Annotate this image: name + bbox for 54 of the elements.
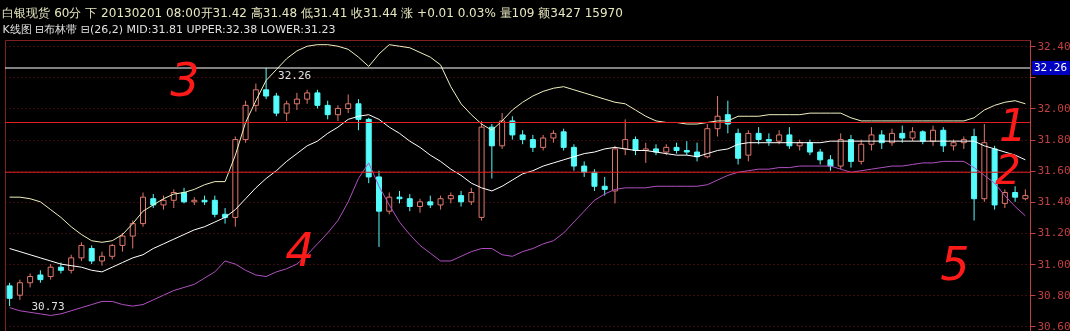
candlestick bbox=[88, 244, 95, 265]
candlestick bbox=[334, 104, 341, 122]
candlestick bbox=[129, 220, 136, 250]
chart-title: 白银现货 60分 下 20130201 08:00开31.42 高31.48 低31.41 收31.44 涨 +0.01 0.03% 量109 额3427 15970 bbox=[2, 6, 623, 20]
candlestick bbox=[488, 123, 495, 179]
candlestick bbox=[324, 100, 331, 120]
annotation: 30.73 bbox=[31, 300, 65, 313]
ref-line-label: 32.26 bbox=[1034, 61, 1068, 75]
candlestick bbox=[293, 92, 300, 111]
candlestick bbox=[345, 93, 352, 114]
annotation: 4 bbox=[285, 223, 315, 277]
candlestick bbox=[847, 134, 854, 169]
candlestick bbox=[622, 118, 629, 156]
candlestick bbox=[273, 92, 280, 117]
y-tick-label: 30.80 bbox=[1037, 288, 1070, 302]
candlestick bbox=[283, 100, 290, 122]
chart-subtitle: K线图 ⊟布林带 ⊟(26,2) MID:31.81 UPPER:32.38 LOWER:31.23 bbox=[2, 23, 336, 36]
candlestick bbox=[78, 241, 85, 262]
candlestick bbox=[417, 198, 424, 214]
candlestick bbox=[119, 232, 126, 253]
candlestick bbox=[930, 125, 937, 147]
candlestick bbox=[560, 128, 567, 151]
candlestick bbox=[211, 195, 218, 218]
candlestick bbox=[940, 126, 947, 153]
candlestick bbox=[570, 143, 577, 172]
candlestick bbox=[355, 98, 362, 131]
candlestick bbox=[263, 67, 270, 100]
annotation: 3 bbox=[170, 53, 200, 107]
candlestick bbox=[653, 143, 660, 156]
candlestick bbox=[27, 272, 34, 288]
annotation: 32.26 bbox=[278, 69, 312, 83]
annotation: 5 bbox=[940, 237, 970, 291]
candlestick bbox=[878, 129, 885, 150]
candlestick bbox=[314, 89, 321, 109]
candlestick bbox=[16, 279, 23, 301]
y-tick-label: 31.00 bbox=[1037, 257, 1070, 271]
y-tick-label: 31.20 bbox=[1037, 226, 1070, 240]
candlestick bbox=[529, 134, 536, 153]
candlestick bbox=[632, 135, 639, 156]
y-tick-label: 31.40 bbox=[1037, 195, 1070, 209]
candlestick bbox=[6, 282, 13, 307]
y-tick-label: 32.40 bbox=[1037, 39, 1070, 53]
candlestick bbox=[858, 139, 865, 165]
y-tick-label: 31.60 bbox=[1037, 164, 1070, 178]
candlestick bbox=[601, 176, 608, 197]
candlestick bbox=[786, 126, 793, 150]
candlestick bbox=[458, 190, 465, 208]
candlestick bbox=[745, 129, 752, 162]
candlestick bbox=[98, 251, 105, 267]
y-tick-label: 32.00 bbox=[1037, 101, 1070, 115]
y-tick-label: 31.80 bbox=[1037, 133, 1070, 147]
y-tick-label: 30.60 bbox=[1037, 319, 1070, 331]
candlestick bbox=[765, 132, 772, 147]
candlestick bbox=[591, 168, 598, 192]
